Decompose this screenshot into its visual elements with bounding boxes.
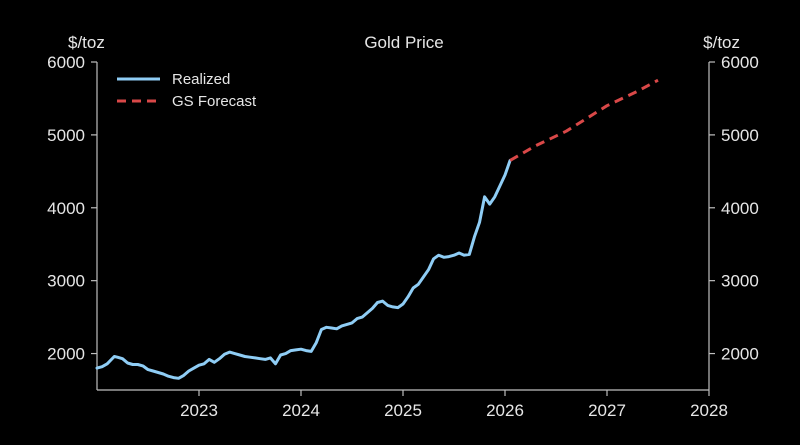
legend: Realized GS Forecast: [117, 71, 257, 110]
y-tick-label-left: 4000: [47, 199, 85, 218]
y-tick-label-left: 5000: [47, 126, 85, 145]
axis-ticks: 2000 2000 3000 3000 4000 4000 5000 5000 6000 6000…: [47, 53, 759, 420]
y-tick-label-right: 3000: [721, 272, 759, 291]
x-tick-label: 2025: [384, 401, 422, 420]
x-tick-label: 2023: [180, 401, 218, 420]
y-tick-label-right: 4000: [721, 199, 759, 218]
y-tick-label-left: 6000: [47, 53, 85, 72]
legend-label-realized: Realized: [172, 71, 230, 88]
series-line-gs-forecast: [509, 78, 659, 162]
legend-label-gs-forecast: GS Forecast: [172, 93, 257, 110]
x-tick-label: 2027: [588, 401, 626, 420]
y-tick-label-left: 2000: [47, 345, 85, 364]
series-layer: [95, 78, 659, 380]
chart-title: Gold Price: [364, 33, 443, 52]
y-tick-label-left: 3000: [47, 272, 85, 291]
x-tick-label: 2026: [486, 401, 524, 420]
y-tick-label-right: 5000: [721, 126, 759, 145]
x-tick-label: 2024: [282, 401, 320, 420]
series-line-realized: [95, 158, 512, 380]
y-tick-label-right: 2000: [721, 345, 759, 364]
y-unit-label-right: $/toz: [703, 33, 740, 52]
y-tick-label-right: 6000: [721, 53, 759, 72]
x-tick-label: 2028: [690, 401, 728, 420]
y-unit-label-left: $/toz: [68, 33, 105, 52]
